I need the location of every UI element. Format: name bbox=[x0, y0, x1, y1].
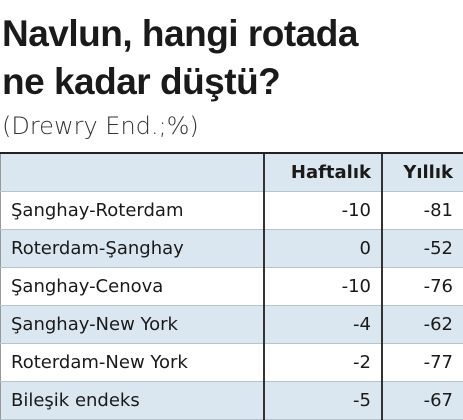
table-row: Bileşik endeks-5-67 bbox=[1, 382, 463, 420]
table-row: Şanghay-Roterdam-10-81 bbox=[1, 192, 463, 230]
header-row: Haftalık Yıllık bbox=[1, 153, 463, 192]
table-row: Roterdam-New York-2-77 bbox=[1, 344, 463, 382]
title-line: Navlun, hangi rotada bbox=[2, 12, 358, 56]
header-cell bbox=[1, 153, 265, 192]
value-cell: 0 bbox=[264, 230, 382, 268]
subtitle: (Drewry End.;%) bbox=[2, 112, 199, 140]
route-cell: Şanghay-Roterdam bbox=[1, 192, 265, 230]
value-cell: -10 bbox=[264, 268, 382, 306]
route-cell: Roterdam-New York bbox=[1, 344, 265, 382]
route-cell: Şanghay-New York bbox=[1, 306, 265, 344]
value-cell: -52 bbox=[382, 230, 463, 268]
value-cell: -2 bbox=[264, 344, 382, 382]
route-cell: Roterdam-Şanghay bbox=[1, 230, 265, 268]
value-cell: -62 bbox=[382, 306, 463, 344]
value-cell: -5 bbox=[264, 382, 382, 420]
value-cell: -4 bbox=[264, 306, 382, 344]
table-row: Şanghay-New York-4-62 bbox=[1, 306, 463, 344]
route-cell: Bileşik endeks bbox=[1, 382, 265, 420]
route-cell: Şanghay-Cenova bbox=[1, 268, 265, 306]
value-cell: -10 bbox=[264, 192, 382, 230]
value-cell: -76 bbox=[382, 268, 463, 306]
header-cell: Haftalık bbox=[264, 153, 382, 192]
value-cell: -77 bbox=[382, 344, 463, 382]
header-cell: Yıllık bbox=[382, 153, 463, 192]
table-row: Şanghay-Cenova-10-76 bbox=[1, 268, 463, 306]
value-cell: -67 bbox=[382, 382, 463, 420]
value-cell: -81 bbox=[382, 192, 463, 230]
title-line: ne kadar düştü? bbox=[2, 60, 280, 104]
